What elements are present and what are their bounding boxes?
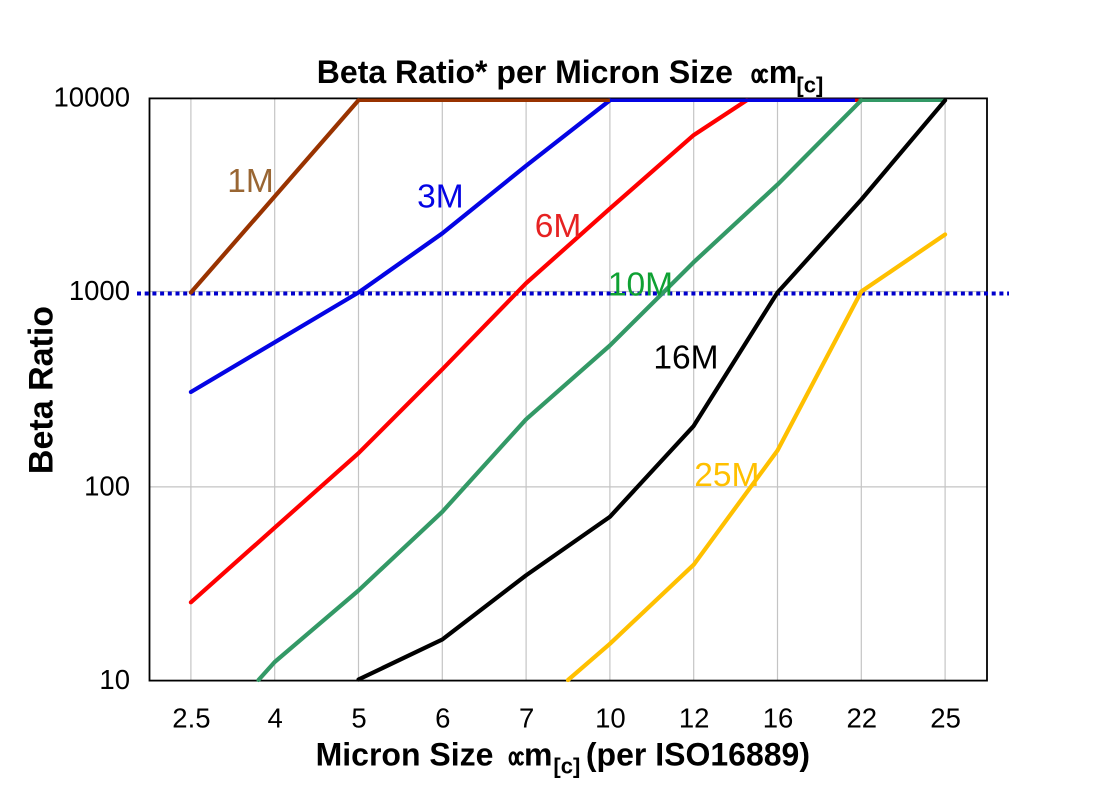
svg-text:m: m [524,737,552,773]
svg-text:5: 5 [351,703,366,734]
svg-text:m: m [769,54,797,90]
svg-text:1M: 1M [227,163,274,200]
svg-text:10: 10 [595,703,626,734]
svg-text:Micron Size: Micron Size [316,737,494,773]
svg-text:3M: 3M [417,179,464,216]
svg-text:10000: 10000 [54,81,130,112]
svg-text:16: 16 [763,703,794,734]
svg-text:2.5: 2.5 [172,703,210,734]
svg-text:22: 22 [847,703,878,734]
svg-text:25M: 25M [694,457,759,494]
svg-text:25: 25 [930,703,961,734]
svg-text:6: 6 [435,703,450,734]
svg-text:10: 10 [99,664,130,695]
svg-text:(per ISO16889): (per ISO16889) [586,737,810,773]
svg-text:10M: 10M [608,267,673,304]
svg-text:16M: 16M [653,340,718,377]
svg-text:4: 4 [268,703,283,734]
svg-text:[c]: [c] [553,754,580,779]
svg-text:6M: 6M [535,208,582,245]
svg-text:100: 100 [84,471,130,502]
svg-text:Beta Ratio* per Micron Size: Beta Ratio* per Micron Size [317,54,733,90]
svg-text:12: 12 [679,703,710,734]
svg-text:7: 7 [519,703,534,734]
svg-text:1000: 1000 [69,275,130,306]
svg-text:Beta Ratio: Beta Ratio [23,306,61,474]
svg-text:[c]: [c] [796,72,823,97]
